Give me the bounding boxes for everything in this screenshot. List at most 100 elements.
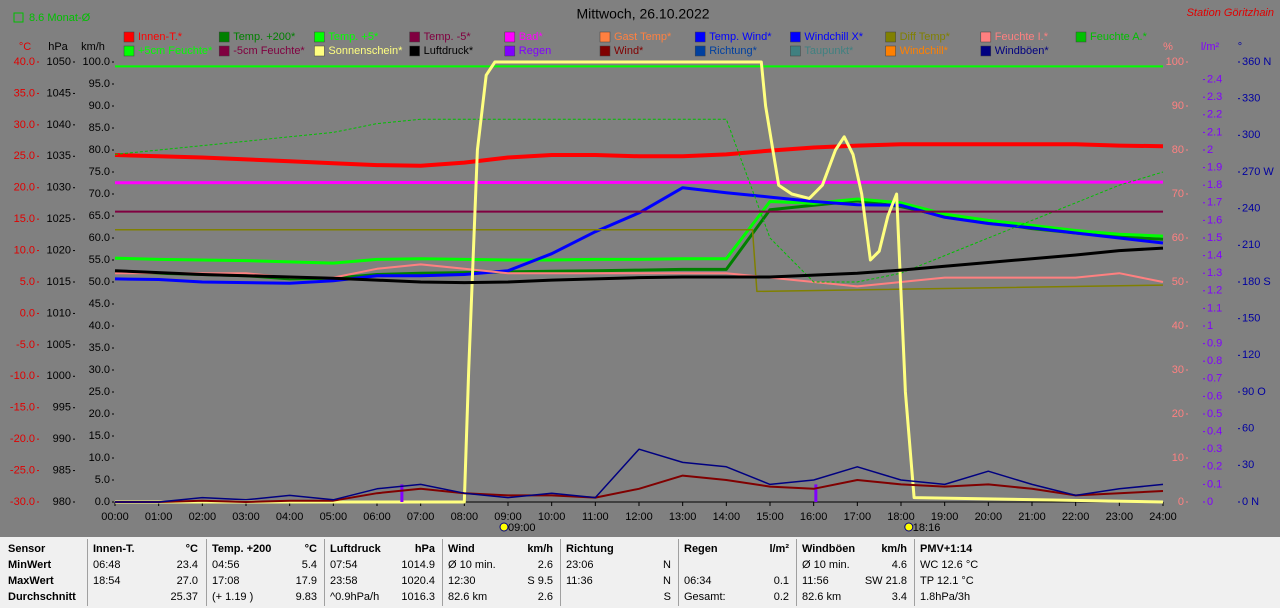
y-tick-label: -30.0 <box>10 496 35 508</box>
legend-label: -5cm Feuchte* <box>233 45 305 57</box>
table-cell: 1020.4 <box>401 575 435 587</box>
y-tick-label: 0.8 <box>1207 355 1222 367</box>
y-tick-label: 1.4 <box>1207 250 1222 262</box>
legend-label: Windchill* <box>900 45 949 57</box>
y-tick-label: 10.0 <box>89 452 110 464</box>
y-tick-label: 20.0 <box>89 408 110 420</box>
y-tick-label: 40.0 <box>89 320 110 332</box>
y-tick-label: -15.0 <box>10 402 35 414</box>
y-tick-label: 1045 <box>47 87 71 99</box>
y-tick-label: 300 <box>1242 129 1260 141</box>
table-cell: 23:06 <box>566 559 594 571</box>
table-cell: 17.9 <box>295 575 317 587</box>
y-tick-label: 990 <box>53 433 71 445</box>
legend-label: Temp. +5* <box>328 31 379 43</box>
x-tick-label: 12:00 <box>625 511 653 523</box>
series-line <box>115 60 1164 504</box>
axis-title: °C <box>19 41 31 53</box>
table-cell: 2.6 <box>537 559 553 571</box>
y-tick-label: 1.9 <box>1207 162 1222 174</box>
legend-swatch <box>790 31 801 43</box>
y-tick-label: 35.0 <box>89 342 110 354</box>
column-header: Richtung <box>566 543 614 555</box>
table-cell: 4.6 <box>891 559 907 571</box>
column-header: km/h <box>527 543 553 555</box>
y-tick-label: 270 W <box>1242 166 1274 178</box>
y-tick-label: 20.0 <box>14 182 35 194</box>
column-separator <box>442 539 443 606</box>
y-tick-label: 15.0 <box>89 430 110 442</box>
column-separator <box>206 539 207 606</box>
y-tick-label: 1040 <box>47 119 71 131</box>
y-tick-label: 45.0 <box>89 298 110 310</box>
table-cell: 12:30 <box>448 575 476 587</box>
x-tick-label: 15:00 <box>756 511 784 523</box>
column-header: °C <box>304 543 317 555</box>
table-cell: 3.4 <box>891 591 907 603</box>
legend-swatch <box>504 31 516 43</box>
summary-table: Sensor Innen-T. °C Temp. +200 °C Luftdruck hPa… <box>0 537 1280 608</box>
y-tick-label: 1015 <box>47 276 71 288</box>
table-cell: 07:54 <box>330 559 358 571</box>
y-tick-label: 30 <box>1242 459 1254 471</box>
y-tick-label: 995 <box>53 402 71 414</box>
legend-label: Windböen* <box>995 45 1050 57</box>
x-tick-label: 10:00 <box>538 511 566 523</box>
x-tick-label: 22:00 <box>1062 511 1090 523</box>
legend-swatch <box>409 45 420 57</box>
axis-title: km/h <box>81 41 105 53</box>
x-tick-label: 02:00 <box>189 511 217 523</box>
y-tick-label: 40 <box>1172 320 1184 332</box>
y-tick-label: 10.0 <box>14 244 35 256</box>
x-tick-label: 03:00 <box>232 511 260 523</box>
legend-swatch <box>409 31 420 43</box>
x-tick-label: 06:00 <box>363 511 391 523</box>
column-header: Temp. +200 <box>212 543 272 555</box>
y-tick-label: 60.0 <box>89 232 110 244</box>
y-tick-label: 2.1 <box>1207 126 1222 138</box>
y-tick-label: 0 <box>1178 496 1184 508</box>
legend-swatch <box>599 31 611 43</box>
legend-label: Temp. +200* <box>233 31 296 43</box>
y-tick-label: 30.0 <box>14 119 35 131</box>
axis-title: % <box>1163 41 1173 53</box>
legend-label: Gast Temp* <box>614 31 672 43</box>
column-header: Windböen <box>802 543 856 555</box>
column-separator <box>678 539 679 606</box>
axis-title: hPa <box>48 41 68 53</box>
x-tick-label: 23:00 <box>1106 511 1134 523</box>
table-cell: 1016.3 <box>401 591 435 603</box>
y-tick-label: 1000 <box>47 370 71 382</box>
table-cell: ^0.9hPa/h <box>330 591 380 603</box>
y-tick-label: 5.0 <box>20 276 35 288</box>
legend-swatch <box>123 45 135 57</box>
series-line <box>114 180 1164 185</box>
y-tick-label: 50 <box>1172 276 1184 288</box>
x-tick-label: 20:00 <box>975 511 1003 523</box>
sun-marker <box>499 522 509 532</box>
y-tick-label: 100.0 <box>82 56 110 68</box>
table-cell: 27.0 <box>176 575 198 587</box>
legend-label: Regen <box>519 45 551 57</box>
y-tick-label: 90.0 <box>89 100 110 112</box>
y-tick-label: 95.0 <box>89 78 110 90</box>
y-tick-label: 15.0 <box>14 213 35 225</box>
table-cell: 9.83 <box>295 591 317 603</box>
column-header: l/m² <box>769 543 789 555</box>
y-tick-label: 1 <box>1207 320 1213 332</box>
y-tick-label: 1020 <box>47 244 71 256</box>
x-tick-label: 18:00 <box>887 511 915 523</box>
y-tick-label: -10.0 <box>10 370 35 382</box>
y-tick-label: -20.0 <box>10 433 35 445</box>
y-tick-label: 1.5 <box>1207 232 1222 244</box>
x-tick-label: 21:00 <box>1018 511 1046 523</box>
y-tick-label: 100 <box>1166 56 1184 68</box>
legend-label: Feuchte A.* <box>1090 31 1148 43</box>
y-tick-label: 80.0 <box>89 144 110 156</box>
y-tick-label: 180 S <box>1242 276 1271 288</box>
table-cell: Ø 10 min. <box>448 559 496 571</box>
column-header: km/h <box>881 543 907 555</box>
x-tick-label: 05:00 <box>320 511 348 523</box>
y-tick-label: 60 <box>1172 232 1184 244</box>
